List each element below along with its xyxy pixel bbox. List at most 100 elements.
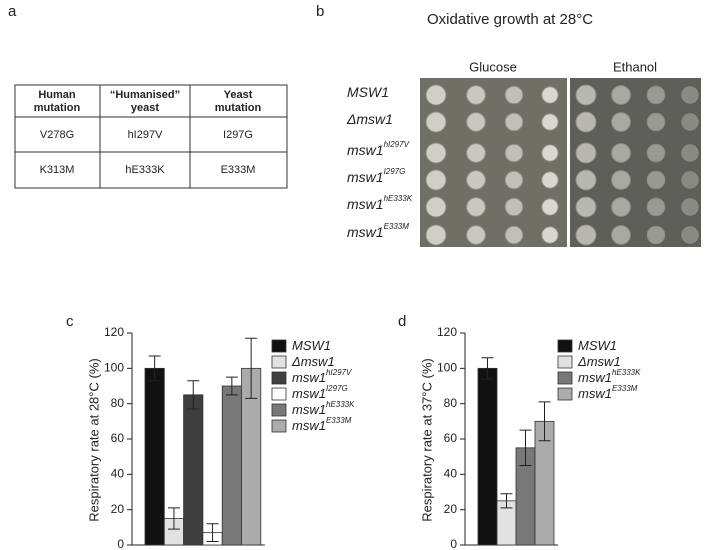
spot (646, 170, 666, 190)
spot (466, 225, 486, 245)
legend-label: MSW1 (578, 338, 617, 353)
plate (570, 78, 701, 247)
label-base: msw1 (292, 402, 326, 417)
legend-label: msw1hE333K (578, 368, 641, 385)
y-tick-label: 40 (111, 467, 125, 481)
bar (221, 385, 242, 546)
error-bar (187, 380, 200, 410)
header-word: Yeast (224, 89, 253, 101)
legend-swatch (271, 419, 287, 433)
legend-label: msw1I297G (292, 384, 348, 401)
spot (541, 171, 559, 189)
error-bar (148, 355, 161, 382)
label-base: Δmsw1 (346, 111, 393, 127)
panel-label: b (316, 3, 324, 20)
spot (466, 170, 486, 190)
legend-swatch (557, 387, 573, 401)
y-tick-label: 80 (111, 396, 125, 410)
y-tick-label: 0 (450, 537, 457, 550)
spot (466, 85, 486, 105)
y-tick-label: 40 (444, 467, 458, 481)
legend-label: msw1E333M (578, 384, 638, 401)
bar (477, 367, 498, 546)
growth-title: Oxidative growth at 28°C (427, 11, 593, 28)
y-tick-label: 120 (104, 325, 124, 339)
label-sup: hE333K (384, 194, 413, 203)
spot (504, 170, 524, 190)
label-sup: E333M (326, 416, 352, 425)
strain-label: Δmsw1 (346, 111, 393, 127)
y-tick-label: 100 (437, 361, 457, 375)
spot (466, 197, 486, 217)
legend-swatch (271, 355, 287, 369)
bar (183, 394, 204, 546)
header-word: yeast (131, 102, 159, 114)
plate (420, 78, 567, 247)
spot (575, 142, 597, 164)
spot (611, 112, 631, 132)
label-base: MSW1 (347, 84, 389, 100)
spot (541, 144, 559, 162)
label-base: msw1 (347, 224, 384, 240)
spot (466, 143, 486, 163)
spot (611, 143, 631, 163)
legend-swatch (271, 403, 287, 417)
spot (425, 224, 447, 246)
error-bar (167, 507, 180, 530)
spot (575, 196, 597, 218)
y-tick-label: 20 (444, 502, 458, 516)
header-word: “Humanised” (110, 89, 180, 101)
header-word: Human (38, 89, 76, 101)
strain-label: MSW1 (347, 84, 389, 100)
panel-label: c (66, 313, 74, 330)
legend-swatch (271, 339, 287, 353)
spot (504, 143, 524, 163)
y-tick-label: 0 (117, 537, 124, 550)
y-tick-label: 120 (437, 325, 457, 339)
label-base: msw1 (292, 418, 326, 433)
spot (646, 197, 666, 217)
legend-swatch (271, 371, 287, 385)
spot (504, 197, 524, 217)
spot (504, 225, 524, 245)
legend-label: Δmsw1 (577, 354, 621, 369)
legend-label: msw1hI297V (292, 368, 352, 385)
label-sup: hI297V (384, 140, 410, 149)
label-base: msw1 (347, 169, 384, 185)
legend-swatch (557, 371, 573, 385)
y-tick-label: 80 (444, 396, 458, 410)
label-base: MSW1 (578, 338, 617, 353)
spot (681, 144, 699, 162)
label-sup: E333M (612, 384, 638, 393)
error-bar (206, 523, 219, 542)
spot (425, 142, 447, 164)
label-sup: E333M (384, 222, 410, 231)
spot (425, 196, 447, 218)
panel-label: a (8, 3, 17, 20)
error-bar (519, 429, 532, 466)
label-sup: I297G (326, 384, 348, 393)
label-base: Δmsw1 (291, 354, 335, 369)
legend-label: msw1hE333K (292, 400, 355, 417)
spot (611, 197, 631, 217)
spot (504, 112, 524, 132)
strain-label: msw1hI297V (347, 140, 410, 158)
spot (541, 113, 559, 131)
label-base: msw1 (578, 370, 612, 385)
spot (681, 113, 699, 131)
spot (425, 111, 447, 133)
y-axis-label: Respiratory rate at 28°C (%) (86, 358, 101, 521)
spot (575, 224, 597, 246)
spot (575, 84, 597, 106)
table-grid (14, 84, 288, 189)
spot (646, 143, 666, 163)
label-base: Δmsw1 (577, 354, 621, 369)
table-header: Yeast mutation (215, 89, 262, 114)
label-sup: hI297V (326, 368, 352, 377)
y-tick-label: 100 (104, 361, 124, 375)
table-cell: hI297V (128, 129, 164, 141)
spot (425, 84, 447, 106)
y-tick-label: 60 (111, 431, 125, 445)
label-base: msw1 (347, 142, 384, 158)
